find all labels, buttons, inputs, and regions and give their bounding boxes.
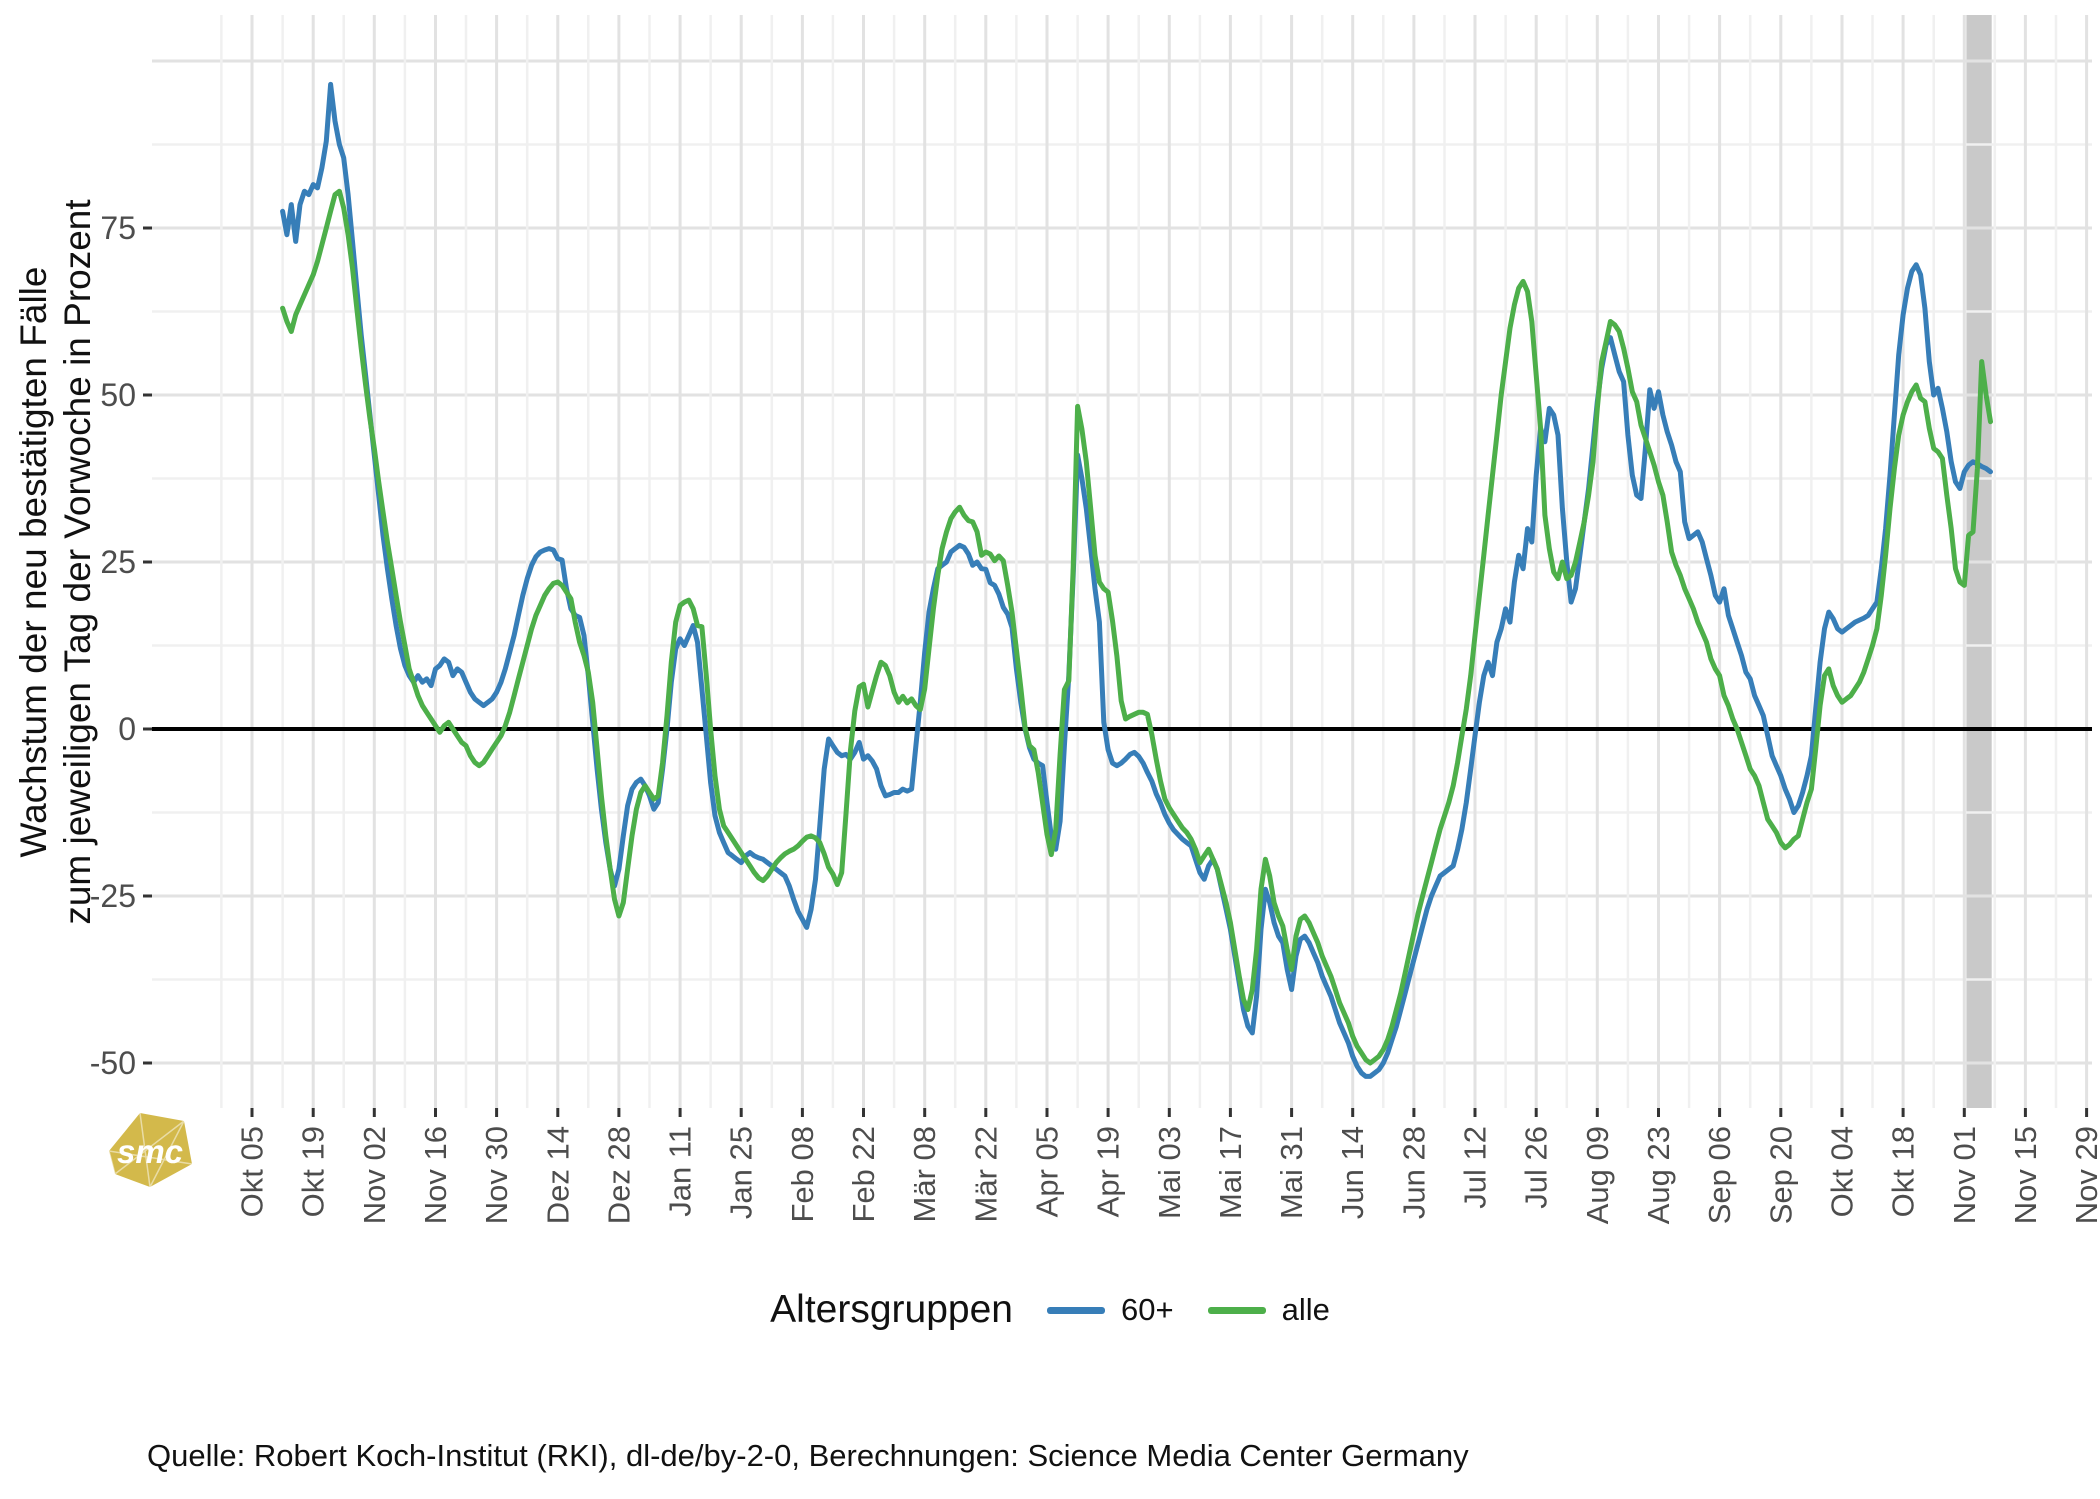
x-tick-label: Nov 01 bbox=[1947, 1126, 1982, 1224]
x-tick-label: Mai 03 bbox=[1152, 1126, 1187, 1219]
series-line-alle bbox=[280, 188, 1993, 1066]
x-tick-label: Nov 02 bbox=[357, 1126, 392, 1224]
smc-logo: smc bbox=[107, 1112, 193, 1190]
legend-label-alle: alle bbox=[1281, 1292, 1330, 1327]
legend-swatch-alle-line bbox=[1207, 1306, 1266, 1314]
y-axis-title-line2: zum jeweiligen Tag der Vorwoche in Proze… bbox=[57, 199, 98, 925]
x-tick-label: Okt 19 bbox=[296, 1126, 331, 1217]
x-tick-label: Dez 14 bbox=[540, 1126, 575, 1224]
x-tick-label: Aug 09 bbox=[1580, 1126, 1615, 1224]
x-tick-label: Mai 17 bbox=[1213, 1126, 1248, 1219]
x-tick-label: Jun 14 bbox=[1335, 1126, 1370, 1219]
x-tick-label: Apr 05 bbox=[1030, 1126, 1065, 1217]
x-tick-label: Nov 29 bbox=[2069, 1126, 2100, 1224]
x-tick-label: Mär 22 bbox=[968, 1126, 1003, 1222]
legend-item-60plus: 60+ bbox=[1046, 1292, 1174, 1328]
gridlines bbox=[152, 15, 2092, 1108]
legend-title: Altersgruppen bbox=[770, 1288, 1013, 1331]
source-caption: Quelle: Robert Koch-Institut (RKI), dl-d… bbox=[147, 1438, 1469, 1473]
legend-swatch-60plus-line bbox=[1046, 1306, 1105, 1314]
x-tick-label: Jul 12 bbox=[1458, 1126, 1493, 1209]
x-tick-label: Feb 08 bbox=[785, 1126, 820, 1223]
x-tick-label: Dez 28 bbox=[601, 1126, 636, 1224]
x-tick-label: Jan 11 bbox=[663, 1126, 698, 1217]
y-tick-label: -50 bbox=[90, 1045, 136, 1081]
x-tick-label: Sep 06 bbox=[1702, 1126, 1737, 1224]
smc-logo-text: smc bbox=[117, 1133, 183, 1170]
series-line-60plus bbox=[280, 81, 1993, 1079]
axes: Okt 05 Okt 19 Nov 02 Nov 16 Nov 30 Dez 14 Dez … bbox=[90, 210, 2100, 1224]
smc-logo-lines bbox=[107, 1112, 193, 1190]
y-tick-label: 25 bbox=[100, 544, 136, 580]
y-tick-label: 50 bbox=[100, 377, 136, 413]
x-tick-label: Okt 04 bbox=[1825, 1126, 1860, 1217]
y-axis-title-line1: Wachstum der neu bestätigten Fälle bbox=[13, 267, 54, 858]
legend-item-alle: alle bbox=[1207, 1292, 1330, 1328]
x-tick-label: Jun 28 bbox=[1396, 1126, 1431, 1219]
x-tick-label: Mär 08 bbox=[907, 1126, 942, 1222]
y-tick-label: 75 bbox=[100, 210, 136, 246]
x-tick-label: Jul 26 bbox=[1519, 1126, 1554, 1209]
y-axis-title: Wachstum der neu bestätigten Fälle zum j… bbox=[13, 199, 98, 925]
x-tick-label: Aug 23 bbox=[1641, 1126, 1676, 1224]
x-tick-label: Sep 20 bbox=[1763, 1126, 1798, 1224]
legend: Altersgruppen 60+ alle bbox=[0, 1288, 2100, 1332]
x-tick-label: Okt 05 bbox=[235, 1126, 270, 1217]
legend-label-60plus: 60+ bbox=[1120, 1292, 1174, 1327]
x-tick-label: Nov 16 bbox=[418, 1126, 453, 1224]
x-tick-label: Apr 19 bbox=[1091, 1126, 1126, 1217]
x-tick-label: Jan 25 bbox=[724, 1126, 759, 1219]
x-tick-label: Nov 30 bbox=[479, 1126, 514, 1224]
y-tick-label: 0 bbox=[118, 711, 136, 747]
x-tick-label: Nov 15 bbox=[2008, 1126, 2043, 1224]
x-tick-label: Feb 22 bbox=[846, 1126, 881, 1223]
y-tick-label: -25 bbox=[90, 878, 136, 914]
x-tick-label: Mai 31 bbox=[1274, 1126, 1309, 1219]
x-tick-label: Okt 18 bbox=[1886, 1126, 1921, 1217]
series-lines bbox=[280, 81, 1993, 1079]
